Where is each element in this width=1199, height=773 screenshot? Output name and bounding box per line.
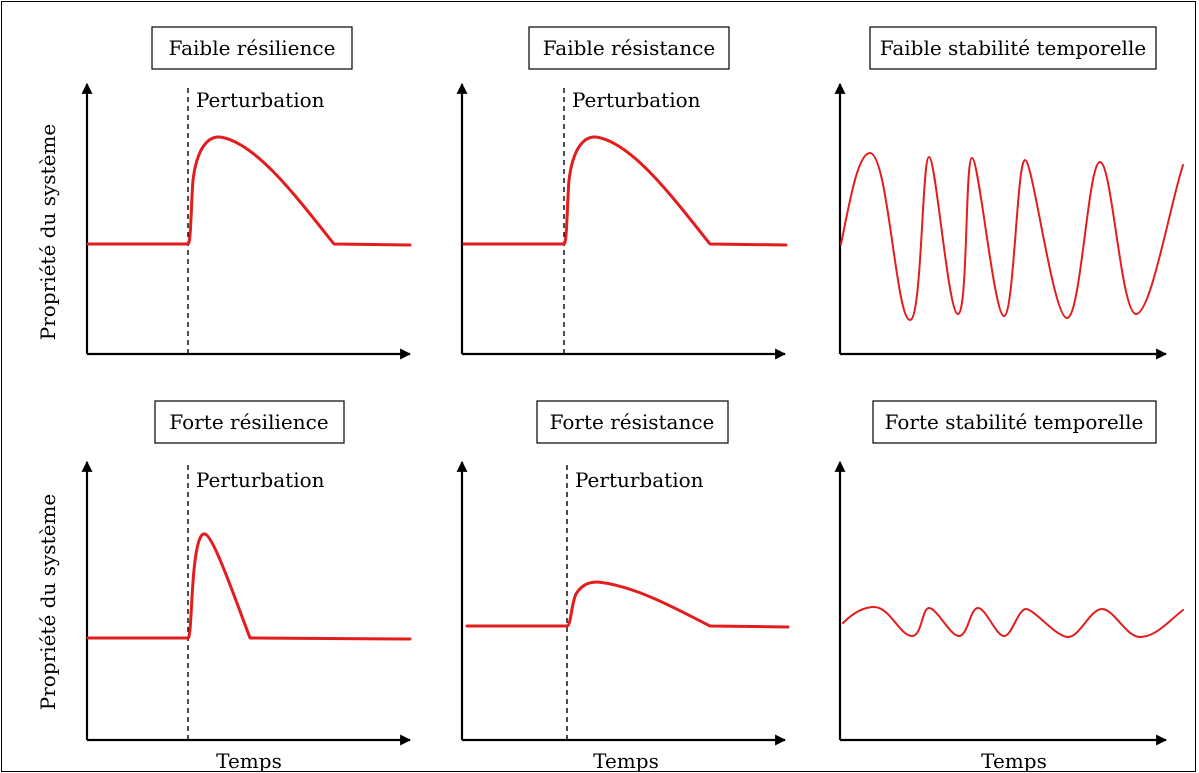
panel-title: Faible résilience xyxy=(169,36,336,60)
panel-faible-stabilite: Faible stabilité temporelle xyxy=(834,26,1184,360)
y-axis-label-bottom: Propriété du système xyxy=(36,494,60,710)
response-curve xyxy=(86,135,412,247)
panel-title-box xyxy=(872,400,1157,444)
panel-title-box xyxy=(154,400,345,444)
perturbation-label: Perturbation xyxy=(196,88,325,112)
panel-faible-resistance: Faible résistance Perturbation xyxy=(456,26,788,360)
panel-title-box xyxy=(528,26,730,70)
panel-title: Forte stabilité temporelle xyxy=(885,410,1144,434)
oscillation-curve xyxy=(842,606,1184,638)
perturbation-label: Perturbation xyxy=(196,468,325,492)
panel-title: Faible résistance xyxy=(543,36,715,60)
response-curve xyxy=(462,135,788,247)
x-axis-label: Temps xyxy=(593,749,659,773)
panel-title: Faible stabilité temporelle xyxy=(880,36,1146,60)
panel-faible-resilience: Faible résilience Perturbation xyxy=(81,26,412,360)
perturbation-label: Perturbation xyxy=(575,468,704,492)
panel-title-box xyxy=(536,400,729,444)
panel-title-box xyxy=(151,26,353,70)
panel-forte-resilience: Forte résilience Perturbation Temps xyxy=(81,400,412,773)
panel-forte-resistance: Forte résistance Perturbation Temps xyxy=(456,400,790,773)
response-curve xyxy=(465,580,790,629)
perturbation-label: Perturbation xyxy=(572,88,701,112)
y-axis-label-top: Propriété du système xyxy=(36,124,60,340)
response-curve xyxy=(86,532,412,641)
panel-title: Forte résilience xyxy=(169,410,328,434)
x-axis-label: Temps xyxy=(216,749,282,773)
x-axis-label: Temps xyxy=(981,749,1047,773)
panel-forte-stabilite: Forte stabilité temporelle Temps xyxy=(834,400,1184,773)
panel-title: Forte résistance xyxy=(550,410,715,434)
oscillation-curve xyxy=(840,152,1184,321)
panel-title-box xyxy=(869,26,1157,70)
